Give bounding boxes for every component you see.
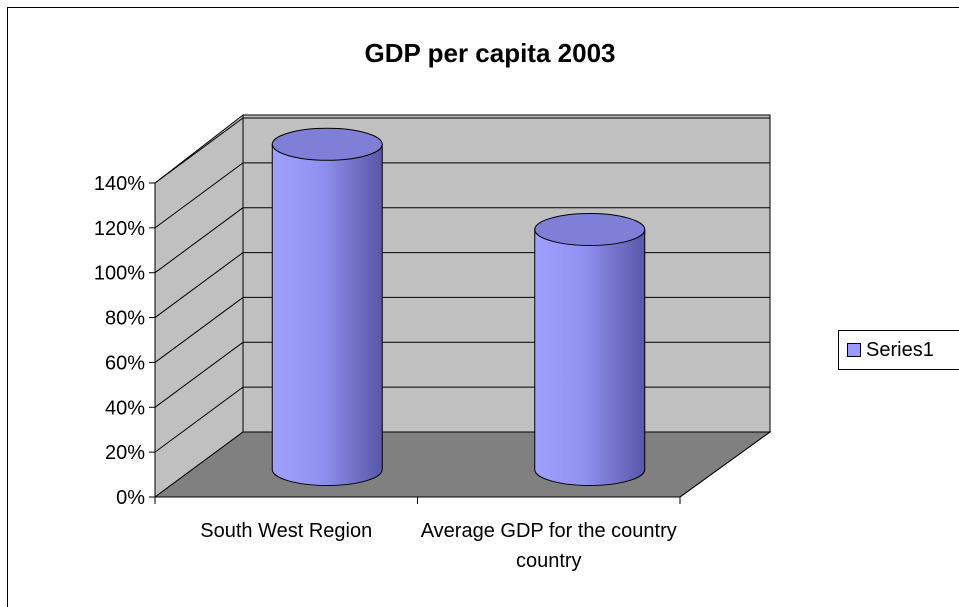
gridline-side <box>154 386 244 453</box>
y-tick-label: 80% <box>105 308 145 330</box>
floor-edge <box>679 431 771 498</box>
bar-cylinder <box>271 127 383 486</box>
bar-body <box>534 229 646 486</box>
bar-top <box>271 127 383 161</box>
y-tick-label: 0% <box>116 487 145 509</box>
x-tick-label: South West Region <box>200 520 372 542</box>
bar-top <box>534 213 646 247</box>
legend-label: Series1 <box>866 338 934 361</box>
legend-swatch <box>847 343 861 357</box>
y-tick-label: 120% <box>94 218 145 240</box>
y-tick-label: 100% <box>94 263 145 285</box>
gridline-side <box>154 252 244 318</box>
y-tick-label: 140% <box>94 173 145 195</box>
bar-body <box>271 143 383 486</box>
chart-title: GDP per capita 2003 <box>364 38 616 68</box>
y-tick-label: 20% <box>105 442 145 464</box>
gridline-side <box>154 297 244 363</box>
gridline-side <box>154 207 244 274</box>
gridline-side <box>154 117 244 184</box>
floor <box>153 431 772 498</box>
bar-cylinder <box>534 213 646 486</box>
gridline-side <box>154 341 244 408</box>
x-tick-label: Average GDP for the country country <box>421 520 677 572</box>
legend: Series1 <box>838 330 959 370</box>
gridline-side <box>154 162 244 229</box>
y-tick-label: 40% <box>105 397 145 419</box>
y-tick-label: 60% <box>105 352 145 374</box>
